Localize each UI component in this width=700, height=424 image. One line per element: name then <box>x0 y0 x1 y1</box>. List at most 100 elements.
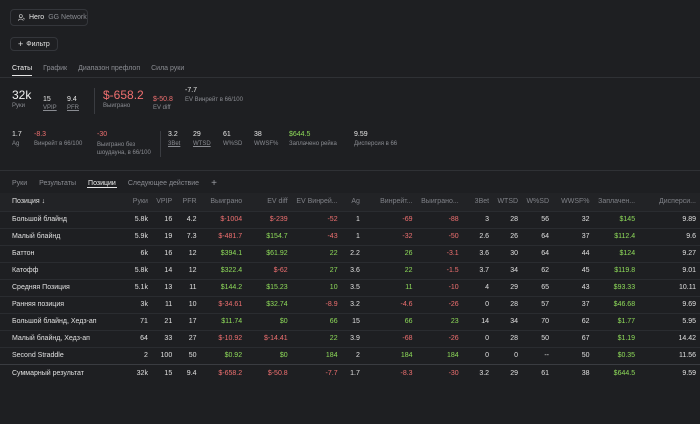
stats-separator <box>94 88 95 114</box>
column-header-won[interactable]: Выиграно <box>210 198 243 206</box>
wtsd-value: 29 <box>193 131 201 138</box>
cell-won: $-481.7 <box>200 227 247 245</box>
active-table-tab-indicator <box>87 187 117 188</box>
table-row[interactable]: Катофф 5.8k 14 12 $322.4 $-62 27 3.6 22 -1.5 3.7 34… <box>0 261 700 279</box>
hands-value: 32k <box>12 88 32 102</box>
column-header-pfr[interactable]: PFR <box>182 198 197 206</box>
column-header-ev-diff[interactable]: EV diff <box>267 198 288 206</box>
cell-ev-winrate: 10 <box>291 278 342 296</box>
won-value: $-658.2 <box>103 88 144 102</box>
cell-ev-winrate: 184 <box>291 346 342 364</box>
cell-won-noshow: -3.1 <box>416 244 463 262</box>
cell-ag: 2 <box>341 346 364 364</box>
column-header-wwsf[interactable]: WWSF% <box>561 198 590 206</box>
cell-hands: 6k <box>121 244 152 262</box>
cell-variance: 9.27 <box>639 244 700 262</box>
cell-won: $0.92 <box>200 346 247 364</box>
cell-ev-diff: $-14.41 <box>246 329 292 347</box>
column-header-wsd[interactable]: W%SD <box>526 198 550 206</box>
cell-variance: 10.11 <box>639 278 700 296</box>
cell-pfr: 11 <box>176 278 201 296</box>
cell-ag: 3.5 <box>341 278 364 296</box>
variance-label: Дисперсия в 66 <box>354 141 398 147</box>
cell-won: $11.74 <box>200 312 247 330</box>
cell-ev-diff: $61.92 <box>246 244 292 262</box>
network-name: GG Network <box>48 14 87 21</box>
cell-pfr: 12 <box>176 261 201 279</box>
pfr-label[interactable]: PFR <box>67 105 79 111</box>
cell-hands: 64 <box>121 329 152 347</box>
wtsd-label[interactable]: WTSD <box>193 141 211 147</box>
cell-won: $-34.61 <box>200 295 247 313</box>
cell-ev-diff: $154.7 <box>246 227 292 245</box>
column-header-won-noshow[interactable]: Выиграно... <box>421 198 459 206</box>
cell-rake: $93.33 <box>593 278 640 296</box>
total-won-noshow: -30 <box>416 363 463 382</box>
tab-hands[interactable]: Руки <box>12 180 28 187</box>
filter-button[interactable]: + Фильтр <box>10 37 58 51</box>
cell-wwsf: 43 <box>553 278 594 296</box>
total-pfr: 9.4 <box>176 363 201 382</box>
tab-hand-strength[interactable]: Сила руки <box>151 65 185 72</box>
table-row[interactable]: Second Straddle 2 100 50 $0.92 $0 184 2 184 184 0 0… <box>0 346 700 364</box>
vpip-label[interactable]: VPIP <box>43 105 57 111</box>
cell-wsd: 50 <box>522 329 554 347</box>
cell-threebet: 0 <box>462 329 494 347</box>
winrate-value: -8.3 <box>34 131 47 138</box>
add-tab-icon[interactable]: + <box>211 178 217 189</box>
cell-ag: 1 <box>341 227 364 245</box>
column-header-rake[interactable]: Заплачен... <box>598 198 636 206</box>
cell-wwsf: 37 <box>553 295 594 313</box>
table-row[interactable]: Баттон 6k 16 12 $394.1 $61.92 22 2.2 26 -3.1 3.6 30… <box>0 244 700 262</box>
cell-hands: 2 <box>121 346 152 364</box>
tab-results[interactable]: Результаты <box>39 180 77 187</box>
threebet-value: 3.2 <box>168 131 178 138</box>
table-row[interactable]: Большой блайнд, Хедз-ап 71 21 17 $11.74 $0 66 1… <box>0 312 700 330</box>
cell-wsd: 57 <box>522 295 554 313</box>
threebet-label[interactable]: 3Bet <box>168 141 181 147</box>
cell-vpip: 100 <box>151 346 177 364</box>
column-header-ag[interactable]: Ag <box>351 198 360 206</box>
cell-wwsf: 32 <box>553 210 594 228</box>
total-ev-diff: $-50.8 <box>246 363 292 382</box>
cell-rake: $112.4 <box>593 227 640 245</box>
cell-ev-winrate: -52 <box>291 210 342 228</box>
cell-hands: 5.1k <box>121 278 152 296</box>
ag-label: Ag <box>12 141 20 147</box>
cell-wwsf: 62 <box>553 312 594 330</box>
tab-stats[interactable]: Статы <box>12 65 33 72</box>
column-header-position[interactable]: Позиция ↓ <box>12 198 46 206</box>
cell-ev-winrate: 22 <box>291 244 342 262</box>
ev-diff-label: EV diff <box>153 105 171 111</box>
cell-wsd: -- <box>522 346 554 364</box>
table-row[interactable]: Большой блайнд 5.8k 16 4.2 $-1004 $-239 -52 1 -6… <box>0 210 700 228</box>
column-header-ev-winrate[interactable]: EV Винрей... <box>296 198 338 206</box>
column-header-hands[interactable]: Руки <box>132 198 148 206</box>
table-row[interactable]: Средняя Позиция 5.1k 13 11 $144.2 $15.23 10 3.5… <box>0 278 700 296</box>
tab-preflop-range[interactable]: Диапазон префлоп <box>78 65 141 72</box>
wsd-label: W%SD <box>223 141 243 147</box>
table-row[interactable]: Малый блайнд 5.9k 19 7.3 $-481.7 $154.7 -43 1 -3… <box>0 227 700 245</box>
tab-graph[interactable]: График <box>43 65 68 72</box>
won-label: Выиграно <box>103 103 131 109</box>
cell-hands: 5.8k <box>121 210 152 228</box>
column-header-variance[interactable]: Дисперси... <box>659 198 696 206</box>
cell-pfr: 4.2 <box>176 210 201 228</box>
column-header-wtsd[interactable]: WTSD <box>497 198 519 206</box>
account-chip[interactable]: Hero GG Network <box>10 9 88 26</box>
table-row[interactable]: Ранняя позиция 3k 11 10 $-34.61 $32.74 -8.9 3.2… <box>0 295 700 313</box>
cell-won-noshow: -26 <box>416 329 463 347</box>
ev-diff-value: $-50.8 <box>153 96 173 103</box>
cell-position: Большой блайнд <box>0 210 122 228</box>
cell-ev-winrate: 66 <box>291 312 342 330</box>
total-ev-winrate: -7.7 <box>291 363 342 382</box>
winrate-label: Винрейт в 66/100 <box>34 141 83 147</box>
table-row[interactable]: Малый блайнд, Хедз-ап 64 33 27 $-10.92 $-14.4… <box>0 329 700 347</box>
filter-label: Фильтр <box>26 40 50 48</box>
column-header-winrate[interactable]: Винрейт... <box>380 198 413 206</box>
column-header-threebet[interactable]: 3Bet <box>474 198 490 206</box>
tab-next-action[interactable]: Следующее действие <box>127 180 200 187</box>
tab-positions[interactable]: Позиции <box>88 180 116 187</box>
cell-rake: $119.8 <box>593 261 640 279</box>
column-header-vpip[interactable]: VPIP <box>156 198 173 206</box>
